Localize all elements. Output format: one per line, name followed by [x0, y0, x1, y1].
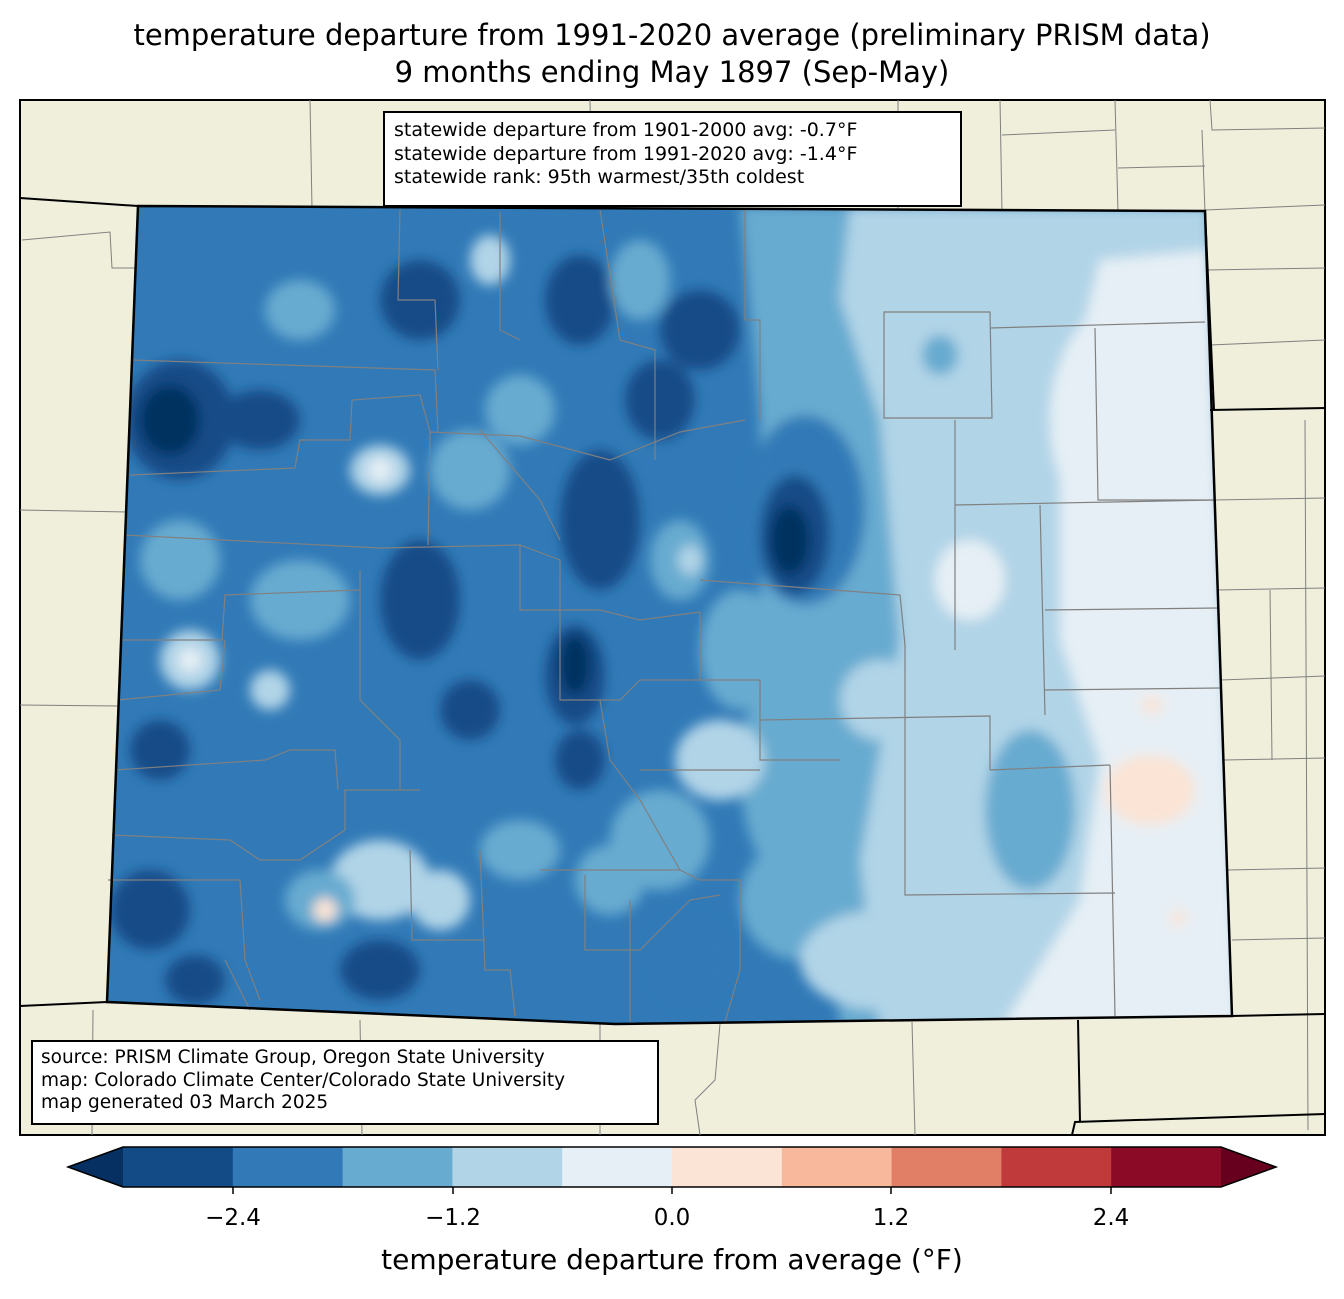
- colorbar: [65, 1146, 1279, 1194]
- colorado-state-border: [105, 204, 1234, 1026]
- colorbar-bin: [891, 1147, 1002, 1187]
- stats-departure-1991-2020: statewide departure from 1991-2020 avg: …: [394, 142, 858, 165]
- map-generated-line: map generated 03 March 2025: [41, 1092, 329, 1113]
- stats-rank: statewide rank: 95th warmest/35th coldes…: [394, 166, 805, 188]
- colorbar-bin: [1001, 1147, 1112, 1187]
- colorbar-tick-label: 1.2: [872, 1205, 910, 1231]
- colorbar-bin: [562, 1147, 673, 1187]
- colorbar-outline: [65, 1146, 1279, 1188]
- temperature-field: [107, 206, 1232, 1024]
- colorbar-bin: [123, 1147, 234, 1187]
- colorbar-bin: [452, 1147, 563, 1187]
- map-credit-line: map: Colorado Climate Center/Colorado St…: [41, 1069, 566, 1091]
- neighbor-state-borders: [19, 197, 1326, 1136]
- colorbar-bin: [1111, 1147, 1222, 1187]
- colorbar-label: temperature departure from average (°F): [381, 1243, 963, 1276]
- source-credits-box: source: PRISM Climate Group, Oregon Stat…: [31, 1040, 659, 1125]
- colorado-county-lines: [108, 209, 1222, 1023]
- colorbar-bin: [342, 1147, 453, 1187]
- source-line: source: PRISM Climate Group, Oregon Stat…: [41, 1047, 545, 1068]
- statewide-stats-box: statewide departure from 1901-2000 avg: …: [383, 111, 962, 207]
- colorbar-tick-label: −2.4: [205, 1205, 261, 1231]
- map-title: temperature departure from 1991-2020 ave…: [133, 18, 1211, 52]
- colorbar-bin: [672, 1147, 783, 1187]
- colorado-temperature-map: [19, 99, 1326, 1136]
- colorbar-tick-label: −1.2: [425, 1205, 481, 1231]
- colorbar-bin: [232, 1147, 344, 1187]
- colorbar-extend-high: [1221, 1147, 1276, 1187]
- colorbar-extend-low: [68, 1147, 123, 1187]
- stats-departure-1901-2000: statewide departure from 1901-2000 avg: …: [394, 119, 858, 141]
- colorbar-tick-label: 2.4: [1092, 1205, 1130, 1231]
- map-subtitle: 9 months ending May 1897 (Sep-May): [394, 55, 950, 89]
- colorbar-tick-label: 0.0: [653, 1205, 691, 1231]
- colorbar-bin: [781, 1147, 893, 1187]
